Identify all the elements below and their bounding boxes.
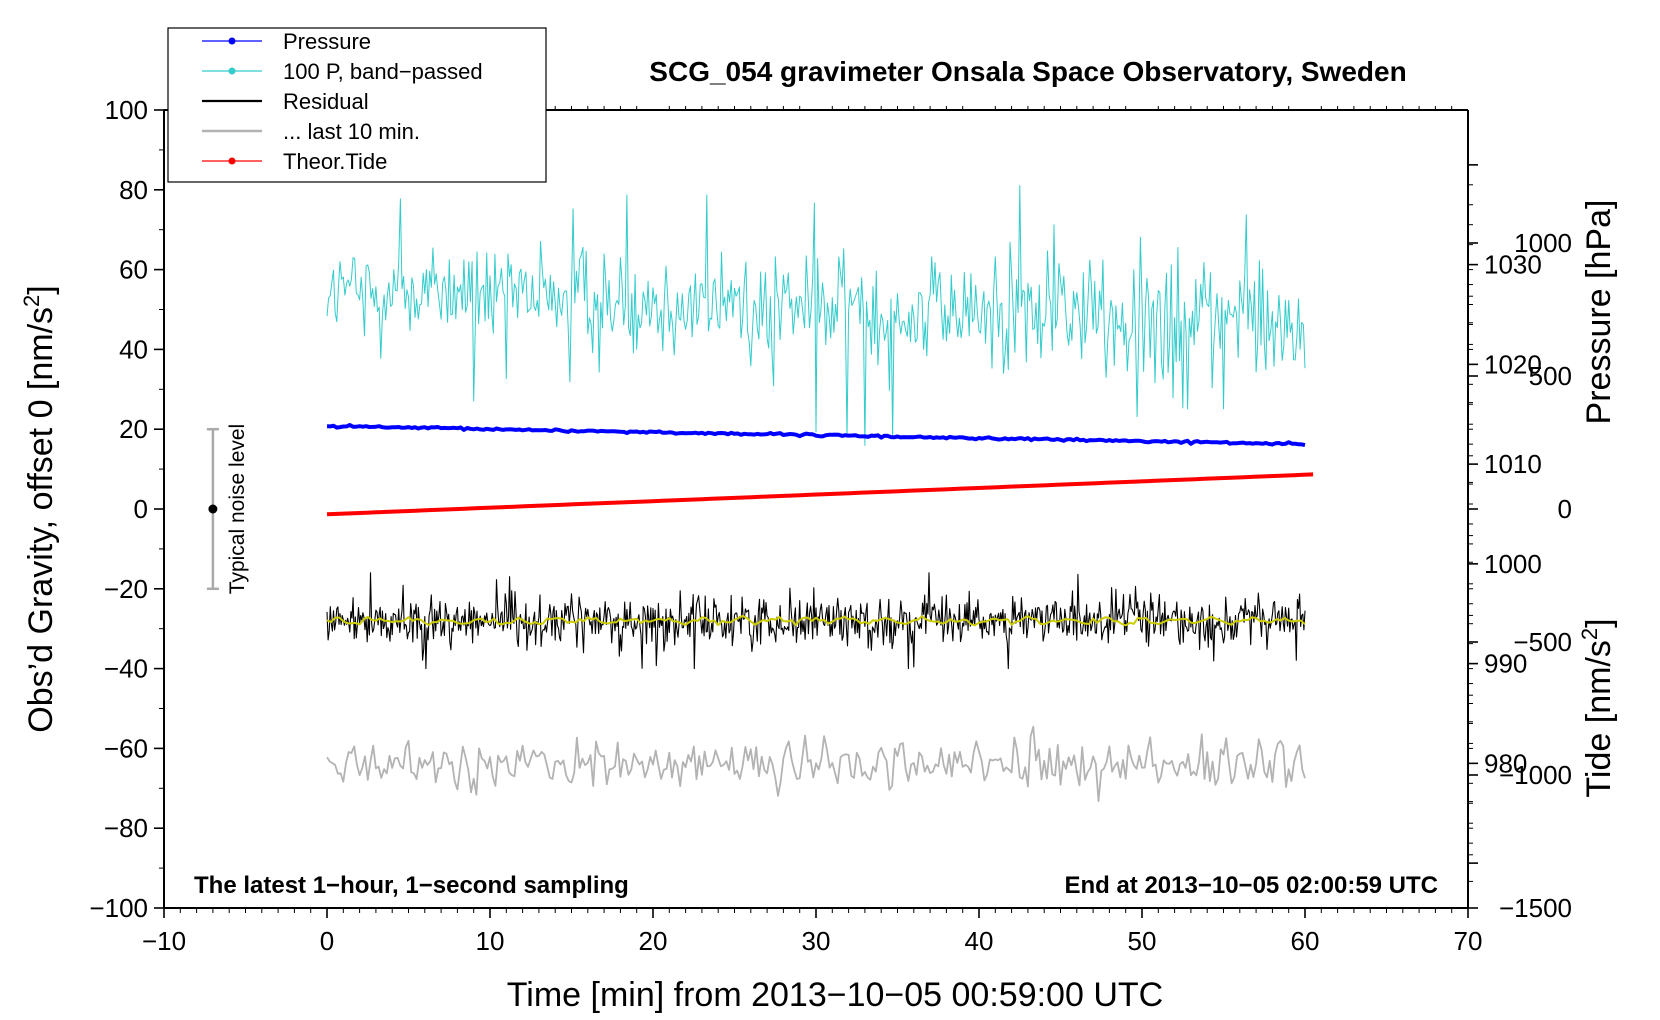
y-tick-label: −40 [104, 654, 148, 684]
legend-label: Pressure [283, 29, 371, 54]
pressure-tick-label: 980 [1484, 748, 1527, 778]
series-residual-smoothed-line [326, 614, 1306, 627]
tide-tick-label: −500 [1513, 627, 1572, 657]
pressure-tick-label: 1030 [1484, 250, 1542, 280]
series-layer [326, 185, 1314, 802]
y-tick-label: 60 [119, 255, 148, 285]
y-axis-label-end: ] [22, 285, 60, 294]
x-axis-label: Time [min] from 2013−10−05 00:59:00 UTC [507, 976, 1163, 1014]
chart-title: SCG_054 gravimeter Onsala Space Observat… [649, 56, 1406, 87]
y-axis-label: Obs’d Gravity, offset 0 [nm/s2] [19, 285, 60, 732]
legend-label: ... last 10 min. [283, 119, 420, 144]
x-tick-label: 70 [1454, 926, 1483, 956]
tide-axis-label-end: ] [1580, 618, 1618, 627]
y-tick-label: 100 [105, 95, 148, 125]
legend-item: Pressure [202, 29, 371, 54]
annotation-end-time: End at 2013−10−05 02:00:59 UTC [1064, 872, 1438, 899]
legend: Pressure 100 P, band−passed Residual ... la… [167, 27, 547, 183]
y-axis-label-sup: 2 [19, 295, 44, 307]
tide-tick-label: 1000 [1514, 228, 1572, 258]
tide-axis-label-sup: 2 [1577, 628, 1602, 640]
x-tick-label: 40 [965, 926, 994, 956]
legend-label: Residual [283, 89, 369, 114]
y-tick-label: −60 [104, 733, 148, 763]
plot-frame [163, 109, 1469, 909]
x-tick-label: 30 [802, 926, 831, 956]
y-tick-label: 20 [119, 414, 148, 444]
tide-axis-label-main: Tide [nm/s [1580, 640, 1618, 797]
series-pressure-line [326, 423, 1306, 448]
noise-indicator: Typical noise level [206, 424, 249, 594]
pressure-tick-label: 1010 [1484, 449, 1542, 479]
y-tick-label: −100 [89, 893, 148, 923]
axes-layer: −10 0 10 20 30 40 50 60 70−100−80−60−40−20020406… [89, 95, 1572, 956]
series-tide-line [326, 472, 1314, 517]
x-tick-label: 10 [476, 926, 505, 956]
series-last10min-line [326, 725, 1306, 802]
pressure-tick-label: 1000 [1484, 549, 1542, 579]
tide-tick-label: −1500 [1499, 893, 1572, 923]
legend-item: ... last 10 min. [202, 119, 420, 144]
legend-label: Theor.Tide [283, 149, 387, 174]
pressure-tick-label: 990 [1484, 649, 1527, 679]
legend-box [167, 27, 547, 183]
tide-tick-label: 500 [1529, 361, 1572, 391]
x-tick-label: 0 [320, 926, 334, 956]
legend-swatch-marker [228, 67, 236, 75]
y-tick-label: 80 [119, 175, 148, 205]
legend-item: Theor.Tide [202, 149, 387, 174]
pressure-tick-label: 1020 [1484, 349, 1542, 379]
x-tick-label: 50 [1128, 926, 1157, 956]
legend-items: Pressure 100 P, band−passed Residual ... la… [202, 29, 483, 174]
noise-bar-label: Typical noise level [226, 424, 249, 594]
tide-tick-label: −1000 [1499, 760, 1572, 790]
tide-axis-label: Tide [nm/s2] [1577, 618, 1618, 797]
x-tick-label: 20 [639, 926, 668, 956]
series-bandpassed-line [326, 185, 1306, 446]
pressure-axis-label: Pressure [hPa] [1580, 200, 1618, 425]
y-axis-label-main: Obs’d Gravity, offset 0 [nm/s [22, 307, 60, 733]
legend-swatch-marker [228, 157, 236, 165]
legend-label: 100 P, band−passed [283, 59, 483, 84]
tide-tick-label: 0 [1558, 494, 1572, 524]
x-tick-label: −10 [142, 926, 186, 956]
legend-item: 100 P, band−passed [202, 59, 483, 84]
legend-swatch-marker [228, 37, 236, 45]
y-tick-label: −20 [104, 574, 148, 604]
annotation-sampling: The latest 1−hour, 1−second sampling [194, 872, 629, 899]
legend-item: Residual [202, 89, 369, 114]
noise-bar-dot [208, 504, 218, 514]
y-tick-label: 0 [134, 494, 148, 524]
y-tick-label: 40 [119, 334, 148, 364]
x-tick-label: 60 [1291, 926, 1320, 956]
series-residual-line [326, 572, 1306, 670]
y-tick-label: −80 [104, 813, 148, 843]
